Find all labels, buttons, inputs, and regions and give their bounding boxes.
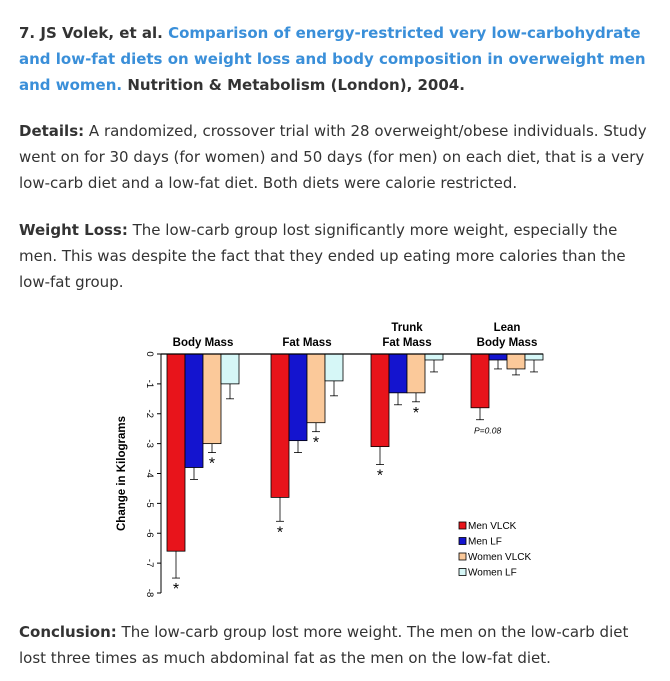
significance-star: *: [173, 581, 179, 598]
legend-swatch: [458, 521, 467, 530]
legend-swatch: [458, 537, 467, 545]
significance-star: *: [377, 468, 383, 485]
y-tick-label: -1: [144, 380, 155, 388]
conclusion-text: The low-carb group lost more weight. The…: [19, 623, 629, 667]
significance-star: *: [413, 405, 419, 422]
legend-label: Women LF: [468, 568, 517, 579]
details-text: A randomized, crossover trial with 28 ov…: [19, 122, 647, 192]
y-tick-label: -3: [144, 439, 155, 447]
category-label: Fat Mass: [382, 337, 431, 349]
bar-men-lf: [388, 353, 408, 394]
significance-star: *: [209, 456, 215, 473]
y-axis-label: Change in Kilograms: [116, 416, 128, 531]
conclusion-label: Conclusion:: [19, 623, 117, 641]
bar-men-lf: [288, 353, 308, 442]
y-tick-label: -5: [144, 499, 155, 507]
y-tick-label: -7: [144, 559, 155, 567]
y-tick-label: -8: [144, 589, 155, 597]
bar-women-lf: [524, 353, 544, 361]
legend-swatch: [458, 552, 467, 561]
legend-swatch: [458, 568, 467, 576]
legend-label: Men VLCK: [468, 521, 517, 532]
entry-authors: JS Volek, et al.: [40, 24, 163, 42]
details-paragraph: Details: A randomized, crossover trial w…: [19, 118, 659, 196]
category-label: Fat Mass: [282, 337, 331, 349]
legend-label: Women VLCK: [468, 552, 532, 563]
bar-men-lf: [488, 353, 508, 361]
y-tick-label: -6: [144, 529, 155, 537]
category-label: Body Mass: [477, 337, 538, 349]
conclusion-paragraph: Conclusion: The low-carb group lost more…: [19, 619, 659, 671]
journal-citation: Nutrition & Metabolism (London), 2004.: [127, 76, 465, 94]
entry-number: 7.: [19, 24, 36, 42]
bar-women-lf: [220, 353, 240, 385]
significance-star: *: [277, 524, 283, 541]
p-value-label: P=0.08: [474, 426, 501, 436]
bar-men-lf: [184, 353, 204, 468]
bar-men-vlck: [270, 353, 290, 498]
bar-women-lf: [324, 353, 344, 382]
bar-men-vlck: [470, 353, 490, 409]
reference-entry: 7. JS Volek, et al. Comparison of energy…: [19, 20, 659, 98]
details-label: Details:: [19, 122, 85, 140]
y-tick-label: -4: [144, 469, 155, 477]
legend-label: Men LF: [468, 537, 502, 548]
bar-women-vlck: [406, 353, 426, 394]
category-label: Lean: [494, 322, 521, 334]
bar-men-vlck: [166, 353, 186, 552]
bar-women-lf: [424, 353, 444, 361]
study-title-link[interactable]: Comparison of energy-restricted very low…: [19, 24, 646, 94]
weight-loss-paragraph: Weight Loss: The low-carb group lost sig…: [19, 217, 659, 295]
y-tick-label: 0: [144, 351, 155, 356]
significance-star: *: [313, 435, 319, 452]
category-label: Trunk: [391, 322, 423, 334]
y-tick-label: -2: [144, 410, 155, 418]
bar-women-vlck: [306, 353, 326, 424]
weight-loss-label: Weight Loss:: [19, 221, 128, 239]
weight-loss-text: The low-carb group lost significantly mo…: [19, 221, 626, 291]
weight-change-bar-chart: 0 -1 -2 -3 -4 -5 -6 -7 -8 Change in Kilograms Body…: [116, 322, 544, 598]
bar-women-vlck: [202, 353, 222, 445]
category-label: Body Mass: [173, 337, 234, 349]
bar-women-vlck: [506, 353, 526, 370]
bar-men-vlck: [370, 353, 390, 448]
